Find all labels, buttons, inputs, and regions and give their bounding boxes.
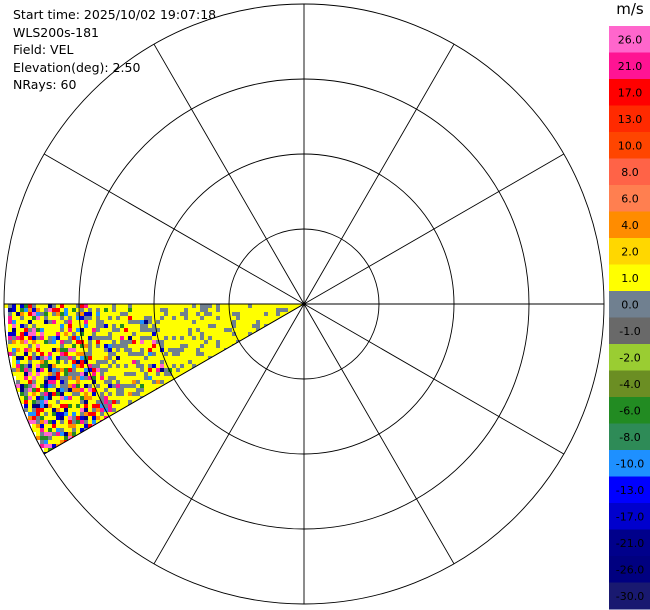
azimuth-spoke [153, 43, 305, 305]
colorbar-tick-label: 6.0 [621, 192, 639, 205]
colorbar-cell [609, 582, 650, 610]
colorbar-tick-label: 17.0 [618, 86, 643, 99]
colorbar-cell [609, 450, 650, 477]
azimuth-spoke [303, 303, 565, 455]
colorbar-tick-label: 4.0 [621, 219, 639, 232]
instrument-text: WLS200s-181 [13, 24, 99, 40]
colorbar-cell [609, 317, 650, 345]
field-text: Field: VEL [13, 42, 74, 57]
colorbar-cell [609, 423, 650, 451]
colorbar-cell [609, 132, 650, 159]
colorbar-tick-label: 10.0 [618, 139, 643, 152]
colorbar-tick-label: 26.0 [618, 33, 643, 46]
colorbar-tick-label: -10.0 [616, 457, 644, 470]
azimuth-spoke [153, 303, 305, 565]
azimuth-spoke [303, 43, 455, 305]
azimuth-spoke [303, 153, 565, 305]
colorbar-cell [609, 264, 650, 292]
colorbar-tick-label: -4.0 [619, 378, 640, 391]
colorbar-cell [609, 344, 650, 371]
colorbar-tick-label: 1.0 [621, 272, 639, 285]
colorbar-cell [609, 476, 650, 504]
colorbar-tick-label: -2.0 [619, 351, 640, 364]
azimuth-spoke [43, 303, 305, 455]
colorbar-cell [609, 556, 650, 583]
azimuth-spoke [43, 153, 305, 305]
colorbar-cell [609, 211, 650, 239]
colorbar-cell [609, 291, 650, 318]
colorbar-tick-label: -17.0 [616, 510, 644, 523]
colorbar-cell [609, 158, 650, 186]
colorbar-cell [609, 79, 650, 106]
nrays-text: NRays: 60 [13, 77, 77, 92]
colorbar-tick-label: -1.0 [619, 325, 640, 338]
colorbar-tick-label: -13.0 [616, 484, 644, 497]
start-time-text: Start time: 2025/10/02 19:07:18 [13, 7, 217, 22]
colorbar-tick-label: -21.0 [616, 537, 644, 550]
azimuth-spoke [303, 303, 455, 565]
colorbar-tick-label: -30.0 [616, 590, 644, 603]
azimuth-spokes [4, 4, 604, 604]
elevation-text: Elevation(deg): 2.50 [13, 59, 141, 75]
colorbar-cell [609, 529, 650, 557]
colorbar-cell [609, 105, 650, 133]
colorbar-tick-label: 8.0 [621, 166, 639, 179]
colorbar-tick-label: 21.0 [618, 60, 643, 73]
colorbar-cell [609, 185, 650, 212]
info-panel: Start time: 2025/10/02 19:07:18 WLS200s-… [13, 6, 216, 94]
colorbar-cell [609, 370, 650, 398]
colorbar-cell [609, 238, 650, 265]
colorbar-tick-label: 13.0 [618, 113, 643, 126]
colorbar-cell [609, 26, 650, 53]
colorbar-tick-label: -8.0 [619, 431, 640, 444]
colorbar-tick-label: 2.0 [621, 245, 639, 258]
colorbar-units-label: m/s [616, 0, 644, 18]
colorbar-cell [609, 503, 650, 530]
colorbar-tick-label: -6.0 [619, 404, 640, 417]
colorbar-tick-label: -26.0 [616, 563, 644, 576]
colorbar-cell [609, 52, 650, 80]
colorbar-tick-label: 0.0 [621, 298, 639, 311]
colorbar-cell [609, 397, 650, 424]
